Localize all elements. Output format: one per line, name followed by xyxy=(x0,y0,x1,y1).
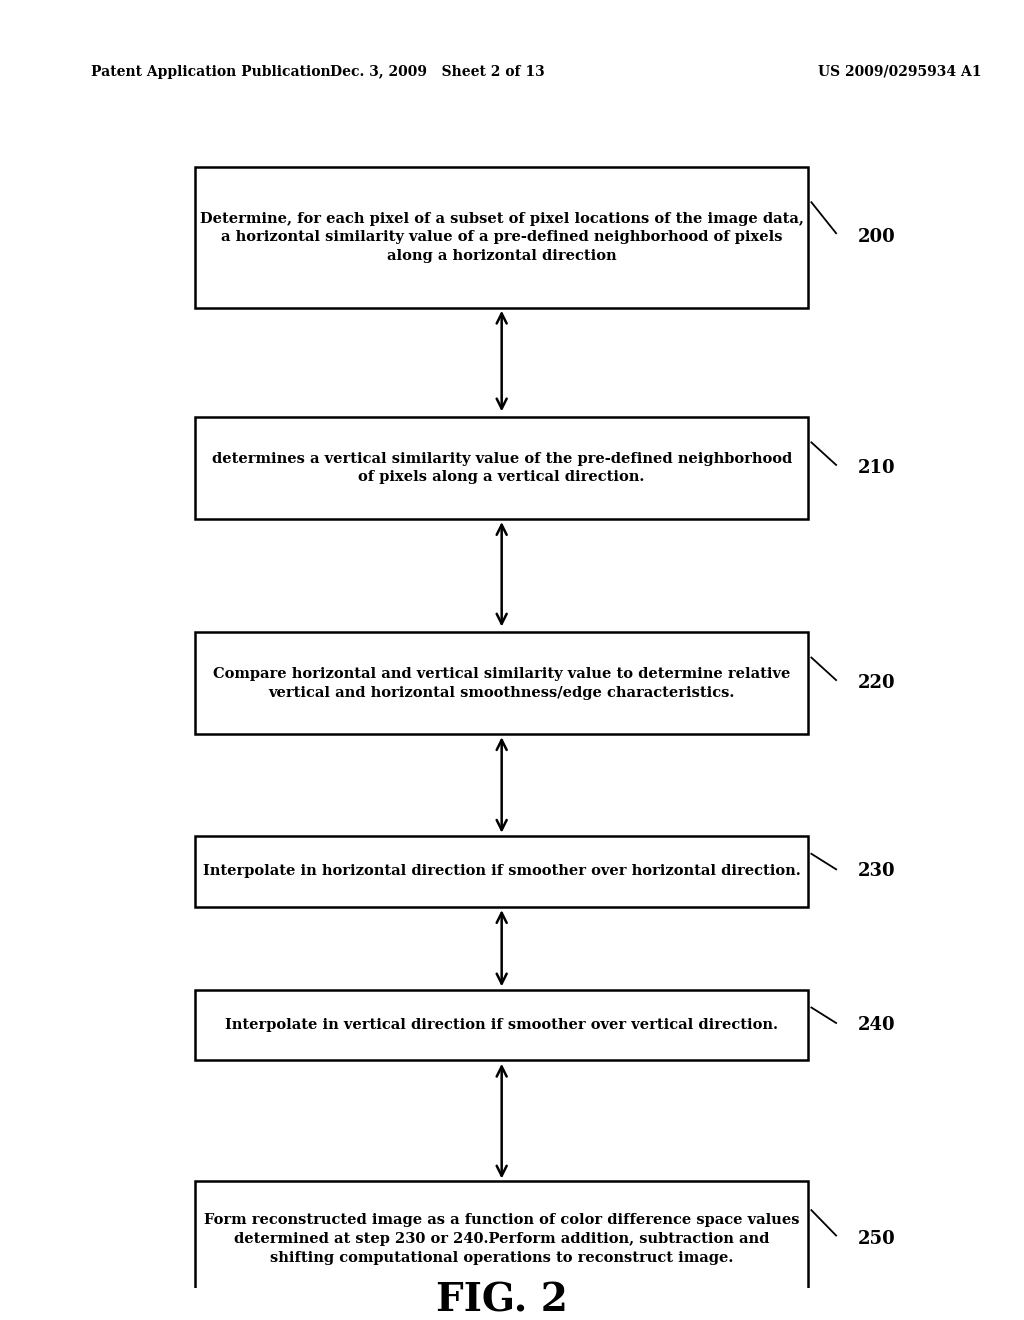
Text: Interpolate in vertical direction if smoother over vertical direction.: Interpolate in vertical direction if smo… xyxy=(225,1018,778,1032)
Text: 230: 230 xyxy=(858,862,896,880)
Text: 200: 200 xyxy=(858,228,896,247)
Text: Interpolate in horizontal direction if smoother over horizontal direction.: Interpolate in horizontal direction if s… xyxy=(203,865,801,878)
Text: Compare horizontal and vertical similarity value to determine relative
vertical : Compare horizontal and vertical similari… xyxy=(213,667,791,700)
FancyBboxPatch shape xyxy=(195,836,808,907)
Text: 240: 240 xyxy=(858,1016,896,1034)
Text: Determine, for each pixel of a subset of pixel locations of the image data,
a ho: Determine, for each pixel of a subset of… xyxy=(200,211,804,264)
FancyBboxPatch shape xyxy=(195,990,808,1060)
Text: determines a vertical similarity value of the pre-defined neighborhood
of pixels: determines a vertical similarity value o… xyxy=(212,451,792,484)
Text: Patent Application Publication: Patent Application Publication xyxy=(91,65,331,79)
Text: Dec. 3, 2009   Sheet 2 of 13: Dec. 3, 2009 Sheet 2 of 13 xyxy=(330,65,545,79)
Text: 250: 250 xyxy=(858,1230,896,1247)
FancyBboxPatch shape xyxy=(195,632,808,734)
Text: 210: 210 xyxy=(858,459,896,477)
FancyBboxPatch shape xyxy=(195,1181,808,1296)
FancyBboxPatch shape xyxy=(195,168,808,308)
Text: US 2009/0295934 A1: US 2009/0295934 A1 xyxy=(818,65,982,79)
Text: FIG. 2: FIG. 2 xyxy=(436,1282,567,1320)
Text: 220: 220 xyxy=(858,675,896,692)
Text: Form reconstructed image as a function of color difference space values
determin: Form reconstructed image as a function o… xyxy=(204,1213,800,1265)
FancyBboxPatch shape xyxy=(195,417,808,519)
